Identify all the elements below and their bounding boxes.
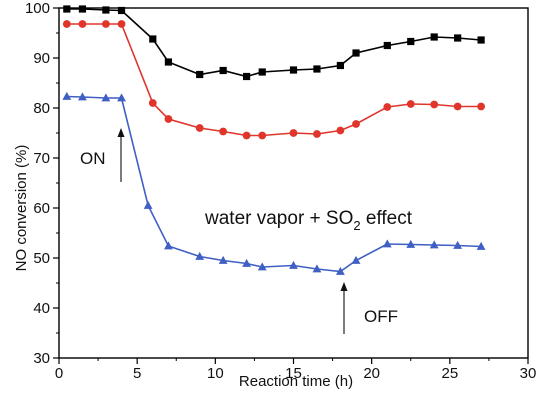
x-tick-label: 5 bbox=[133, 365, 141, 382]
y-tick-label: 40 bbox=[33, 300, 50, 317]
x-tick-label: 30 bbox=[520, 365, 537, 382]
annotation-effect: water vapor + SO2 effect bbox=[204, 208, 413, 233]
data-point bbox=[117, 6, 126, 15]
data-point bbox=[336, 61, 344, 70]
data-point bbox=[78, 5, 87, 13]
data-point bbox=[117, 93, 126, 102]
data-point bbox=[429, 240, 439, 249]
y-tick-label: 30 bbox=[33, 350, 50, 367]
data-point bbox=[336, 266, 345, 275]
annotation-effect-subscript: 2 bbox=[353, 218, 360, 233]
data-point bbox=[453, 240, 463, 249]
data-point bbox=[164, 58, 173, 66]
data-point bbox=[430, 100, 439, 109]
data-point bbox=[164, 115, 173, 123]
data-point bbox=[257, 262, 267, 271]
arrow-off bbox=[340, 282, 348, 334]
data-point bbox=[63, 5, 71, 13]
data-point bbox=[477, 36, 485, 44]
data-point bbox=[454, 34, 462, 42]
y-tick-label: 100 bbox=[25, 0, 50, 17]
data-point bbox=[406, 239, 416, 248]
data-point bbox=[101, 93, 111, 102]
data-point bbox=[336, 126, 345, 135]
data-point bbox=[258, 131, 267, 140]
plot-area-border bbox=[58, 7, 529, 359]
data-point bbox=[313, 65, 321, 73]
data-point bbox=[149, 35, 157, 43]
data-point bbox=[312, 264, 322, 273]
data-point bbox=[352, 120, 360, 128]
data-point bbox=[242, 258, 251, 267]
data-point bbox=[383, 41, 391, 50]
y-tick-label: 90 bbox=[33, 50, 50, 67]
data-point bbox=[78, 20, 87, 28]
y-tick-label: 50 bbox=[33, 250, 50, 267]
data-point bbox=[477, 102, 485, 111]
annotation-effect-suffix: effect bbox=[361, 208, 413, 229]
data-point bbox=[383, 103, 392, 111]
y-tick-label: 70 bbox=[33, 150, 50, 167]
x-axis-title: Reaction time (h) bbox=[239, 373, 353, 390]
data-point bbox=[352, 49, 360, 57]
data-point bbox=[430, 33, 438, 41]
data-point bbox=[382, 239, 392, 248]
data-point bbox=[148, 99, 157, 107]
data-point bbox=[102, 6, 110, 14]
data-point bbox=[242, 131, 251, 140]
series-2 bbox=[62, 20, 485, 140]
annotation-effect-prefix: water vapor + SO bbox=[204, 208, 353, 229]
data-point bbox=[218, 255, 228, 264]
data-point bbox=[102, 20, 110, 28]
data-point bbox=[219, 127, 228, 136]
data-point bbox=[195, 251, 205, 260]
data-point bbox=[258, 68, 266, 76]
data-point bbox=[351, 255, 361, 264]
data-point bbox=[243, 72, 251, 81]
y-axis-title: NO conversion (%) bbox=[13, 145, 30, 272]
data-point bbox=[62, 20, 71, 28]
plot-frame bbox=[58, 7, 529, 359]
data-point bbox=[289, 260, 298, 269]
arrows-layer bbox=[117, 128, 348, 334]
series-layer bbox=[62, 5, 486, 275]
data-point bbox=[289, 66, 298, 74]
annotation-on: ON bbox=[80, 149, 106, 168]
x-tick-label: 10 bbox=[207, 365, 224, 382]
data-point bbox=[289, 129, 298, 137]
data-point bbox=[143, 200, 153, 209]
data-point bbox=[117, 20, 126, 28]
y-tick-label: 60 bbox=[33, 200, 50, 217]
x-tick-label: 15 bbox=[285, 365, 302, 382]
arrow-on bbox=[117, 128, 125, 182]
annotation-off: OFF bbox=[364, 307, 398, 326]
ticks-layer: 0 5 10 15 20 25 30 30 40 50 60 70 80 90 100 bbox=[25, 0, 536, 382]
data-point bbox=[476, 241, 486, 250]
data-point bbox=[195, 124, 204, 132]
series-line bbox=[66, 95, 482, 273]
data-point bbox=[78, 92, 87, 101]
series-1 bbox=[63, 5, 485, 81]
y-tick-label: 80 bbox=[33, 100, 50, 117]
data-point bbox=[406, 100, 415, 108]
x-tick-label: 25 bbox=[441, 365, 458, 382]
data-point bbox=[453, 102, 462, 111]
data-point bbox=[407, 37, 415, 46]
series-3 bbox=[62, 91, 486, 275]
x-tick-label: 20 bbox=[363, 365, 380, 382]
x-tick-label: 0 bbox=[55, 365, 63, 382]
data-point bbox=[219, 66, 227, 75]
data-point bbox=[196, 70, 204, 79]
data-point bbox=[164, 241, 173, 250]
data-point bbox=[313, 130, 321, 138]
data-point bbox=[62, 91, 72, 100]
